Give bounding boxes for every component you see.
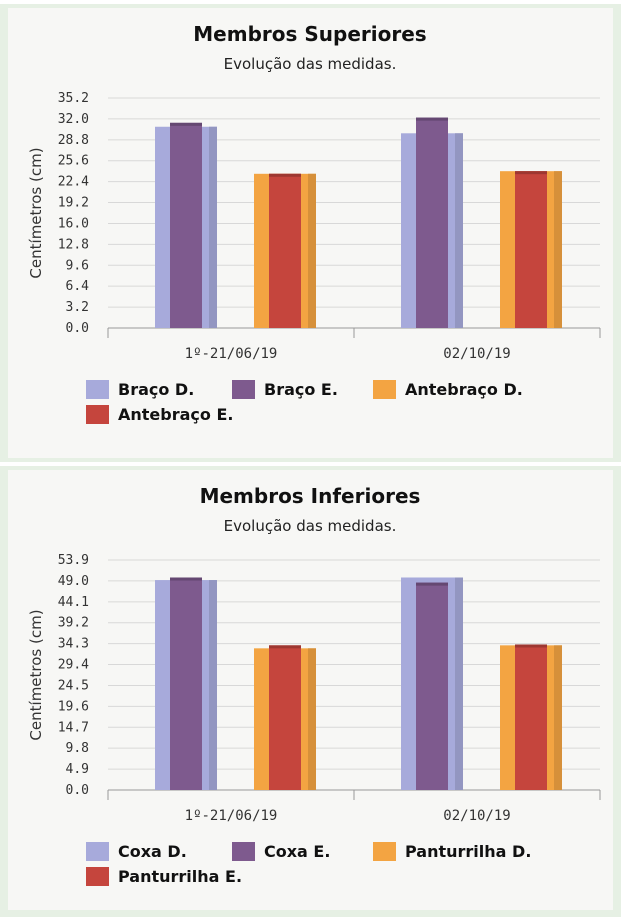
chart1-bar-shadow bbox=[455, 577, 463, 790]
middle-divider bbox=[0, 462, 621, 466]
chart1-bar-top bbox=[170, 577, 202, 581]
chart1-title: Membros Inferiores bbox=[200, 484, 421, 508]
top-divider bbox=[0, 0, 621, 4]
chart1-legend-swatch bbox=[86, 867, 109, 886]
chart1-y-tick-label: 29.4 bbox=[58, 658, 89, 673]
chart0-y-tick-label: 6.4 bbox=[66, 279, 90, 294]
chart0-legend-label: Antebraço E. bbox=[118, 405, 233, 424]
chart-panel-upper-limbs: Membros Superiores Evolução das medidas. 0… bbox=[8, 8, 613, 458]
chart1-legend-swatch bbox=[86, 842, 109, 861]
chart0-bar-top bbox=[269, 173, 301, 177]
chart1-y-tick-label: 39.2 bbox=[58, 616, 89, 631]
chart0-bar-top bbox=[515, 171, 547, 175]
chart0-y-tick-label: 16.0 bbox=[58, 216, 89, 231]
chart0-bar-shadow bbox=[308, 173, 316, 328]
chart1-bar-Coxa E. bbox=[170, 577, 202, 790]
chart0-y-tick-label: 12.8 bbox=[58, 237, 89, 252]
chart1-category-label: 1º-21/06/19 bbox=[185, 808, 278, 824]
chart0-bar-shadow bbox=[455, 133, 463, 328]
chart1-bar-Panturrilha E. bbox=[515, 644, 547, 790]
chart1-y-tick-label: 4.9 bbox=[66, 762, 89, 777]
chart0-bar-Antebraço E. bbox=[515, 171, 547, 328]
chart1-bar-top bbox=[269, 645, 301, 649]
chart1-y-tick-label: 53.9 bbox=[58, 553, 89, 568]
chart1-bar-shadow bbox=[308, 648, 316, 790]
chart-panel-lower-limbs: Membros Inferiores Evolução das medidas. 0… bbox=[8, 470, 613, 910]
chart0-legend-swatch bbox=[86, 405, 109, 424]
chart0-bar-shadow bbox=[554, 171, 562, 328]
chart1-legend-label: Panturrilha D. bbox=[405, 842, 531, 861]
chart0-y-tick-label: 3.2 bbox=[66, 300, 89, 315]
chart0-category-label: 1º-21/06/19 bbox=[185, 346, 278, 362]
chart0-y-tick-label: 9.6 bbox=[66, 258, 89, 273]
chart1-y-tick-label: 9.8 bbox=[66, 741, 89, 756]
chart-upper-limbs: Membros Superiores Evolução das medidas. 0… bbox=[27, 22, 601, 424]
chart0-y-tick-label: 25.6 bbox=[58, 154, 89, 169]
chart1-legend-label: Coxa E. bbox=[264, 842, 330, 861]
chart1-legend-label: Coxa D. bbox=[118, 842, 187, 861]
chart0-bar-top bbox=[170, 122, 202, 126]
chart0-legend-swatch bbox=[86, 380, 109, 399]
chart0-bar-shadow bbox=[209, 126, 217, 328]
chart0-y-tick-label: 32.0 bbox=[58, 112, 89, 127]
chart0-bar-Braço E. bbox=[170, 122, 202, 328]
chart0-bar-Braço E. bbox=[416, 117, 448, 329]
chart1-legend-label: Panturrilha E. bbox=[118, 867, 242, 886]
chart1-bar-Panturrilha E. bbox=[269, 645, 301, 790]
chart1-y-tick-label: 34.3 bbox=[58, 637, 89, 652]
chart1-y-tick-label: 24.5 bbox=[58, 678, 89, 693]
chart0-legend-swatch bbox=[373, 380, 396, 399]
chart1-bar-Coxa E. bbox=[416, 582, 448, 790]
chart0-y-tick-label: 28.8 bbox=[58, 133, 89, 148]
chart0-title: Membros Superiores bbox=[193, 22, 426, 46]
chart1-subtitle: Evolução das medidas. bbox=[224, 517, 397, 535]
chart0-y-axis-label: Centímetros (cm) bbox=[27, 147, 45, 278]
chart0-y-tick-label: 0.0 bbox=[66, 321, 89, 336]
chart1-bar-shadow bbox=[554, 645, 562, 790]
chart0-legend-swatch bbox=[232, 380, 255, 399]
chart1-y-tick-label: 14.7 bbox=[58, 720, 89, 735]
chart0-y-tick-label: 22.4 bbox=[58, 175, 89, 190]
chart0-y-tick-label: 35.2 bbox=[58, 91, 89, 106]
chart1-bar-top bbox=[416, 582, 448, 586]
chart1-y-tick-label: 0.0 bbox=[66, 783, 89, 798]
chart1-bar-top bbox=[515, 644, 547, 648]
chart0-bar-Antebraço E. bbox=[269, 173, 301, 328]
chart0-legend-label: Braço D. bbox=[118, 380, 194, 399]
chart0-bar-top bbox=[416, 117, 448, 121]
chart1-legend-swatch bbox=[373, 842, 396, 861]
chart0-category-label: 02/10/19 bbox=[443, 346, 510, 362]
chart0-legend-label: Antebraço D. bbox=[405, 380, 523, 399]
chart0-subtitle: Evolução das medidas. bbox=[224, 55, 397, 73]
chart1-y-tick-label: 44.1 bbox=[58, 595, 89, 610]
chart1-legend-swatch bbox=[232, 842, 255, 861]
chart1-category-label: 02/10/19 bbox=[443, 808, 510, 824]
chart0-legend-label: Braço E. bbox=[264, 380, 338, 399]
chart1-y-axis-label: Centímetros (cm) bbox=[27, 609, 45, 740]
chart0-y-tick-label: 19.2 bbox=[58, 196, 89, 211]
chart1-y-tick-label: 19.6 bbox=[58, 699, 89, 714]
chart1-bar-shadow bbox=[209, 580, 217, 790]
chart1-y-tick-label: 49.0 bbox=[58, 574, 89, 589]
chart-lower-limbs: Membros Inferiores Evolução das medidas. 0… bbox=[27, 484, 601, 886]
